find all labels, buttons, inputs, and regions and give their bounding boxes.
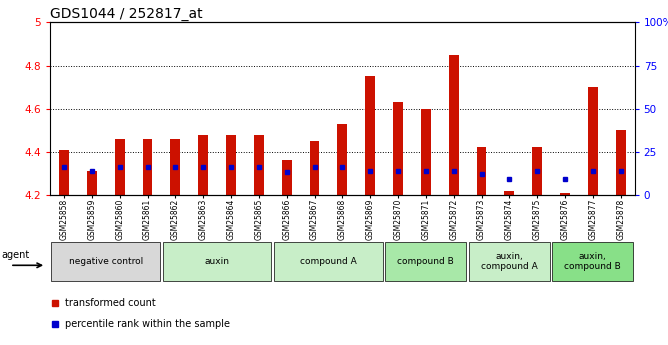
Bar (226, 135, 236, 195)
Bar (115, 139, 124, 195)
Bar (51, 241, 160, 281)
Text: compound A: compound A (300, 257, 357, 266)
Bar (469, 241, 550, 281)
Text: auxin: auxin (204, 257, 230, 266)
Bar (532, 148, 542, 195)
Bar (552, 241, 633, 281)
Bar (163, 241, 271, 281)
Text: percentile rank within the sample: percentile rank within the sample (65, 319, 230, 328)
Bar (385, 241, 466, 281)
Text: transformed count: transformed count (65, 298, 156, 308)
Bar (560, 193, 570, 195)
Bar (616, 130, 625, 195)
Bar (59, 150, 69, 195)
Bar (393, 102, 403, 195)
Bar (170, 139, 180, 195)
Bar (337, 124, 347, 195)
Bar (588, 87, 598, 195)
Bar (365, 76, 375, 195)
Text: GDS1044 / 252817_at: GDS1044 / 252817_at (50, 7, 202, 21)
Text: auxin,
compound B: auxin, compound B (564, 252, 621, 271)
Text: compound B: compound B (397, 257, 454, 266)
Bar (477, 148, 486, 195)
Text: auxin,
compound A: auxin, compound A (481, 252, 538, 271)
Bar (504, 191, 514, 195)
Bar (282, 160, 291, 195)
Bar (274, 241, 383, 281)
Bar (198, 135, 208, 195)
Bar (87, 171, 97, 195)
Text: negative control: negative control (69, 257, 143, 266)
Bar (449, 55, 458, 195)
Bar (143, 139, 152, 195)
Bar (421, 109, 431, 195)
Bar (310, 141, 319, 195)
Text: agent: agent (1, 250, 29, 260)
Bar (254, 135, 264, 195)
